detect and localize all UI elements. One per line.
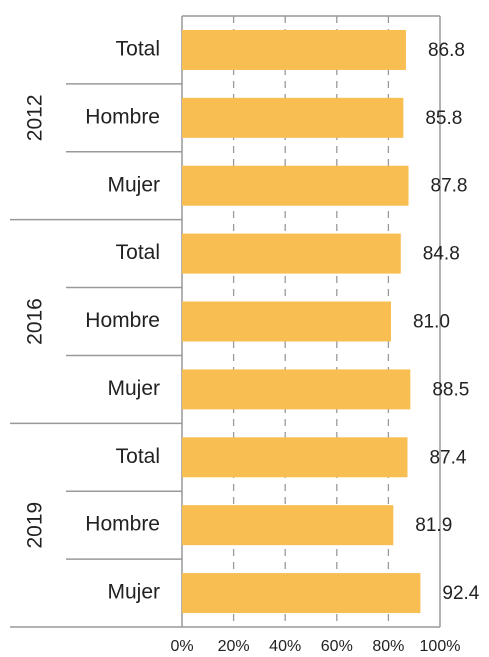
data-label: 81.0: [413, 312, 450, 333]
group-label: 2016: [24, 298, 47, 345]
y-tick-label: Total: [116, 241, 160, 264]
bar: [182, 505, 394, 546]
data-label: 87.8: [431, 176, 468, 197]
data-label: 84.8: [423, 244, 460, 265]
bar: [182, 97, 404, 138]
x-tick-label: 60%: [321, 638, 353, 655]
y-tick-label: Hombre: [85, 309, 160, 332]
bar: [182, 573, 421, 614]
bar: [182, 437, 408, 478]
data-label: 87.4: [429, 447, 466, 468]
group-label: 2012: [24, 94, 47, 141]
y-tick-label: Mujer: [107, 173, 160, 196]
y-tick-label: Hombre: [85, 513, 160, 536]
data-label: 81.9: [415, 515, 452, 536]
x-tick-label: 80%: [372, 638, 404, 655]
bar: [182, 301, 391, 342]
data-label: 86.8: [428, 40, 465, 61]
x-tick-label: 40%: [269, 638, 301, 655]
group-label: 2019: [24, 502, 47, 549]
y-tick-label: Mujer: [107, 581, 160, 604]
y-tick-label: Hombre: [85, 105, 160, 128]
bar: [182, 233, 401, 274]
y-tick-label: Mujer: [107, 377, 160, 400]
bar: [182, 369, 411, 410]
x-tick-label: 0%: [170, 638, 193, 655]
x-tick-label: 20%: [218, 638, 250, 655]
bar: [182, 165, 409, 206]
data-label: 88.5: [432, 379, 469, 400]
data-label: 92.4: [442, 583, 479, 604]
bar: [182, 29, 406, 70]
x-tick-label: 100%: [420, 638, 461, 655]
data-label: 85.8: [425, 108, 462, 129]
y-tick-label: Total: [116, 37, 160, 60]
y-tick-label: Total: [116, 445, 160, 468]
